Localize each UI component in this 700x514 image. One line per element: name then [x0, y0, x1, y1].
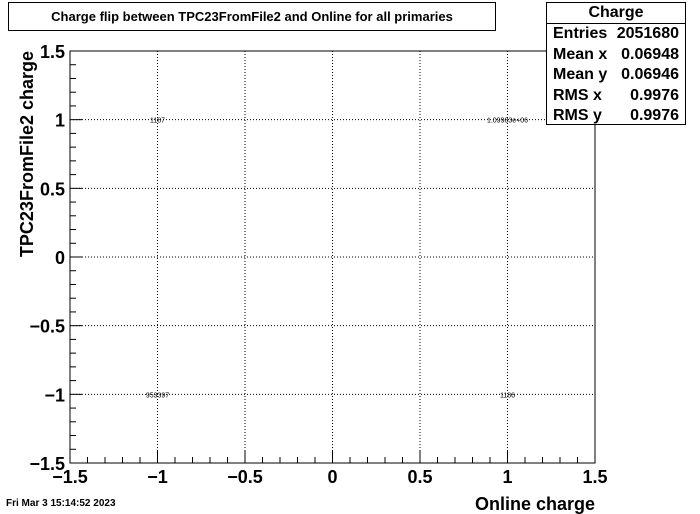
stats-value: 0.9976 [630, 107, 679, 125]
stats-key: RMS x [553, 86, 602, 104]
y-tick-label: 1 [55, 111, 65, 131]
axis-ticks [69, 50, 596, 464]
x-tick-label: −1.5 [52, 467, 88, 487]
cell-count-label: 953397 [146, 392, 169, 399]
y-tick-label: −1.5 [29, 454, 65, 474]
stats-row-entries: Entries 2051680 [547, 24, 685, 45]
x-tick-label: 0.5 [407, 467, 432, 487]
stats-box: Charge Entries 2051680 Mean x 0.06948 Me… [546, 2, 686, 125]
stats-key: Mean y [553, 66, 608, 84]
cell-count-label: 1187 [150, 118, 165, 125]
stats-value: 0.06948 [621, 45, 679, 63]
y-tick-label: 0 [55, 248, 65, 268]
chart-title: Charge flip between TPC23FromFile2 and O… [8, 2, 496, 31]
x-tick-label: 1 [502, 467, 512, 487]
stats-value: 0.9976 [630, 86, 679, 104]
x-tick-label: 1.5 [582, 467, 607, 487]
y-axis-title: TPC23FromFile2 charge [17, 51, 37, 257]
y-tick-label: −1 [44, 385, 65, 405]
y-tick-label: 0.5 [40, 179, 65, 199]
x-axis-title: Online charge [475, 494, 595, 514]
stats-row-mean-y: Mean y 0.06946 [547, 65, 685, 86]
timestamp: Fri Mar 3 15:14:52 2023 [6, 498, 116, 509]
stats-row-rms-y: RMS y 0.9976 [547, 106, 685, 127]
stats-value: 0.06946 [621, 66, 679, 84]
stats-row-rms-x: RMS x 0.9976 [547, 86, 685, 107]
x-tick-label: −1 [147, 467, 168, 487]
stats-row-mean-x: Mean x 0.06948 [547, 45, 685, 66]
stats-key: Entries [553, 25, 608, 42]
stats-value: 2051680 [616, 25, 679, 42]
tick-labels: −1.5 −1 −0.5 0 0.5 1 1.5 −1.5 −1 −0.5 0 0.5 1 1.5 [29, 42, 607, 487]
stats-key: RMS y [553, 107, 602, 125]
x-tick-label: −0.5 [227, 467, 263, 487]
stats-title: Charge [547, 3, 685, 24]
stats-key: Mean x [553, 45, 608, 63]
grid-lines [70, 51, 595, 463]
cell-count-label: 1.09983e+06 [487, 118, 528, 125]
x-tick-label: 0 [327, 467, 337, 487]
cell-labels: 1187 1.09983e+06 953397 1186 [146, 118, 528, 400]
y-tick-label: 1.5 [40, 42, 65, 62]
y-tick-label: −0.5 [29, 317, 65, 337]
cell-count-label: 1186 [500, 392, 515, 399]
